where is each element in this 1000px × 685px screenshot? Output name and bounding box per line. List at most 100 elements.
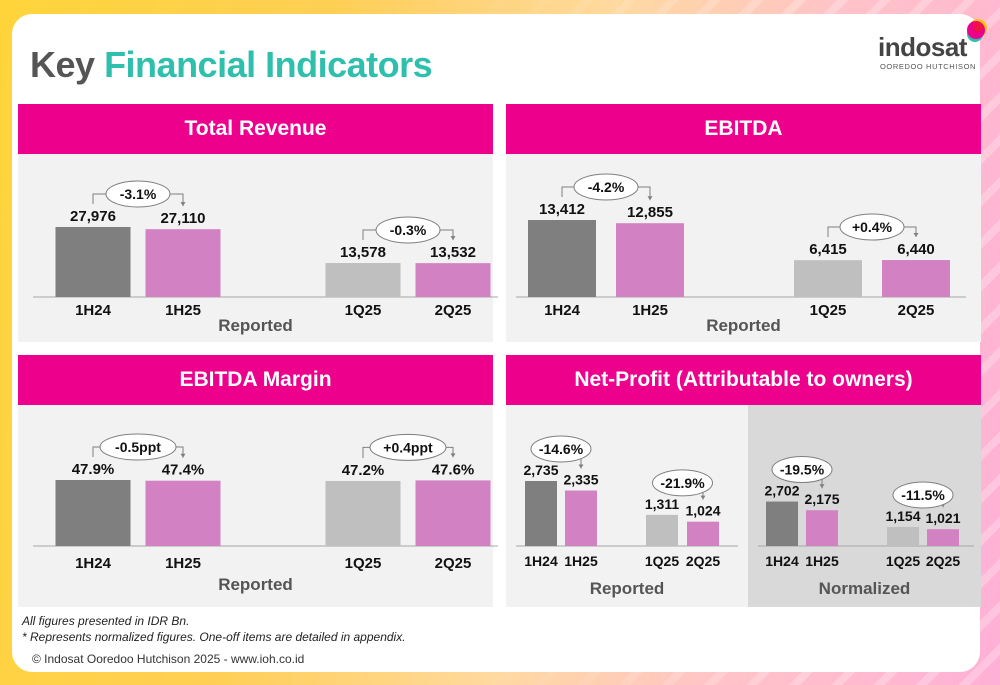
section-label-reported: Reported [218,316,293,335]
bar-2q25 [882,260,950,297]
bar-1h24 [525,481,557,546]
data-label: 47.4% [162,462,205,479]
change-badge [573,173,639,201]
ebitda-panel: EBITDA 13,412 1H24 12,855 1H25 6,415 1Q25 6,44… [506,104,981,342]
change-label: -3.1% [120,186,157,202]
change-label: -0.5ppt [115,439,161,455]
data-label: 2,175 [804,491,839,507]
change-badge [892,481,954,509]
data-label: 1,154 [885,508,920,524]
x-tick-label: 2Q25 [435,555,472,572]
change-label: +0.4ppt [383,439,433,455]
copyright: © Indosat Ooredoo Hutchison 2025 - www.i… [32,652,305,666]
footnote-normalized: * Represents normalized figures. One-off… [22,630,406,644]
bar-1q25 [794,260,862,297]
arrow-down-icon [450,453,456,458]
panel-title: Total Revenue [18,104,493,154]
arrow-down-icon [700,495,706,500]
section-label-reported: Reported [218,575,293,594]
data-label: 13,532 [430,244,476,261]
x-tick-label: 1H25 [165,555,201,572]
arrow-down-icon [647,196,653,201]
x-tick-label: 1H24 [75,555,112,572]
change-badge [771,456,833,484]
x-tick-label: 1Q25 [810,302,847,319]
data-label: 1,311 [645,496,679,512]
footnote-currency: All figures presented in IDR Bn. [22,614,190,628]
arrow-down-icon [450,236,456,241]
change-label: -21.9% [660,475,705,491]
data-label: 13,412 [539,201,585,218]
total-revenue-chart: 27,976 1H24 27,110 1H25 13,578 1Q25 13,532 2Q25… [33,180,498,319]
x-tick-label: 1Q25 [645,553,679,569]
x-tick-label: 1Q25 [886,553,920,569]
section-label-normalized: Normalized [818,579,911,598]
x-tick-label: 2Q25 [686,553,720,569]
bar-1h25 [806,510,838,546]
x-tick-label: 2Q25 [926,553,960,569]
x-tick-label: 1Q25 [345,555,382,572]
change-badge [839,213,905,241]
data-label: 47.9% [72,461,115,478]
bar-1h24 [528,220,596,297]
change-label: -14.6% [539,441,584,457]
x-tick-label: 1Q25 [345,302,382,319]
bar-2q25 [415,263,491,297]
change-label: -0.3% [390,222,427,238]
arrow-down-icon [819,484,825,489]
data-label: 6,440 [897,241,935,258]
total-revenue-panel: Total Revenue 27,976 1H24 27,110 1H25 13,578… [18,104,498,342]
arrow-down-icon [578,464,584,469]
change-badge [105,180,171,208]
bar-1q25 [887,527,919,546]
title-part-2: Financial Indicators [104,44,433,85]
data-label: 13,578 [340,244,386,261]
bar-2q25 [415,480,491,546]
panel-title: EBITDA Margin [18,355,493,405]
bar-2q25 [687,521,719,546]
change-label: +0.4% [852,219,893,235]
change-badge [375,216,441,244]
change-label: -11.5% [901,487,945,503]
data-label: 27,110 [160,210,205,227]
data-label: 1,021 [925,510,960,526]
net-profit-chart: 2,735 1H24 2,335 1H25 1,311 1Q25 1,024 2Q25 -14.… [516,435,974,569]
data-label: 27,976 [70,208,116,225]
x-tick-label: 1H24 [765,553,799,569]
ebitda-margin-panel: EBITDA Margin 47.9% 1H24 47.4% 1H25 47.2% 1Q2… [18,355,498,607]
arrow-down-icon [180,453,186,458]
indosat-logo: indosat OOREDOO HUTCHISON [878,19,988,80]
arrow-down-icon [180,202,186,207]
page-title: Key Financial Indicators [30,44,433,86]
bar-1h25 [145,480,221,546]
change-label: -4.2% [588,179,625,195]
change-badge [652,469,713,497]
panel-title: EBITDA [506,104,981,154]
ebitda-margin-chart: 47.9% 1H24 47.4% 1H25 47.2% 1Q25 47.6% 2Q25 -0.5… [33,433,498,572]
section-label-reported: Reported [706,316,781,335]
data-label: 1,024 [685,503,720,519]
footnotes: All figures presented in IDR Bn. * Repre… [22,613,406,645]
x-tick-label: 1H25 [564,553,598,569]
net-profit-panel: Net-Profit (Attributable to owners) 2,73… [506,355,981,607]
bar-1h25 [616,223,684,297]
x-tick-label: 1H25 [805,553,839,569]
logo-mark-icon [967,19,987,42]
x-tick-label: 1H24 [544,302,581,319]
section-label-reported: Reported [589,579,665,598]
bar-1q25 [646,514,678,546]
data-label: 2,702 [764,483,799,499]
bar-1q25 [325,480,401,546]
bar-1h25 [565,490,597,546]
x-tick-label: 1H24 [75,302,112,319]
data-label: 47.6% [432,461,475,478]
logo-subtitle: OOREDOO HUTCHISON [880,62,977,71]
data-label: 6,415 [809,241,847,258]
data-label: 12,855 [627,204,673,221]
bar-1q25 [325,263,401,297]
x-tick-label: 1H25 [632,302,668,319]
change-badge [530,435,592,463]
arrow-down-icon [913,233,919,238]
data-label: 2,335 [563,472,598,488]
x-tick-label: 2Q25 [435,302,472,319]
